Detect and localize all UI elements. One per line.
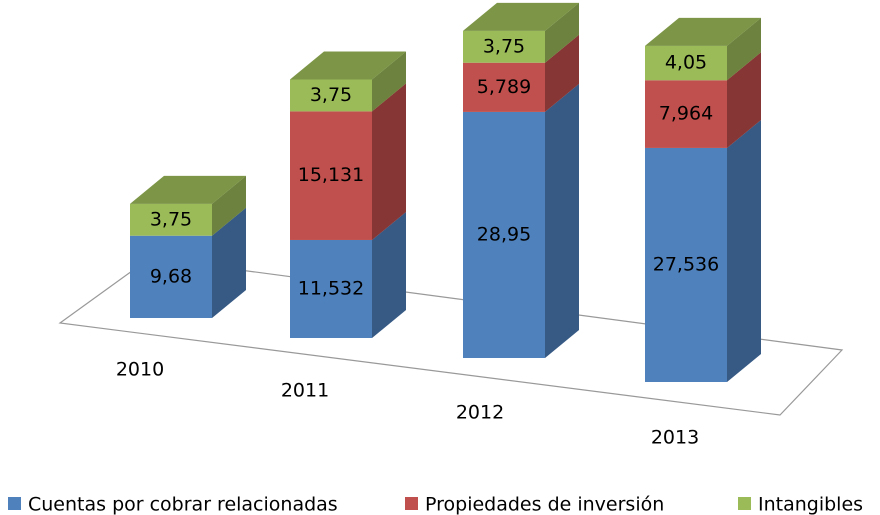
legend-label: Cuentas por cobrar relacionadas	[28, 494, 338, 515]
bar-top-shade	[290, 51, 406, 80]
bar-top-shade	[130, 175, 246, 204]
data-label: 9,68	[150, 265, 192, 287]
bar	[645, 147, 727, 382]
bar	[290, 111, 372, 240]
bar-top	[463, 2, 579, 31]
legend-swatch	[8, 497, 21, 510]
bar	[463, 111, 545, 358]
x-tick-label: 2013	[651, 427, 699, 449]
bar-side	[372, 83, 406, 240]
data-label: 28,95	[477, 223, 531, 245]
legend-label: Intangibles	[758, 494, 863, 515]
data-label: 5,789	[477, 76, 531, 98]
bar	[463, 62, 545, 112]
bar-side	[372, 51, 406, 112]
legend-swatch	[405, 497, 418, 510]
x-tick-label: 2010	[116, 359, 164, 381]
bar-side-shade	[372, 211, 406, 338]
bar-side	[372, 211, 406, 338]
bar-side	[727, 52, 761, 148]
bar	[645, 80, 727, 148]
bar	[290, 239, 372, 338]
x-tick-label: 2012	[456, 402, 504, 424]
bar-side	[545, 34, 579, 112]
data-label: 7,964	[659, 103, 713, 125]
bar-side-shade	[545, 83, 579, 359]
legend-swatch	[738, 497, 751, 510]
bar-side-shade	[727, 17, 761, 81]
bar-top	[130, 175, 246, 204]
legend-label: Propiedades de inversión	[425, 494, 664, 515]
bar	[290, 79, 372, 112]
x-tick-label: 2011	[281, 380, 329, 402]
data-label: 11,532	[298, 277, 364, 299]
floor	[58, 257, 844, 416]
data-label: 3,75	[150, 208, 192, 230]
bar-side	[212, 207, 246, 318]
data-label: 3,75	[310, 84, 352, 106]
bar-side-shade	[545, 34, 579, 112]
bar-side	[545, 83, 579, 359]
data-label: 15,131	[298, 164, 364, 186]
data-label: 4,05	[665, 52, 707, 74]
bar-side-shade	[212, 207, 246, 318]
bar-side	[212, 175, 246, 236]
bar	[130, 235, 212, 318]
bar	[463, 30, 545, 63]
bar-side-shade	[545, 2, 579, 63]
bar-side-shade	[372, 83, 406, 240]
data-label: 27,536	[653, 253, 719, 275]
bar-side-shade	[372, 51, 406, 112]
bar-top-shade	[463, 2, 579, 31]
bar-side-shade	[727, 119, 761, 382]
bar-side	[727, 119, 761, 382]
bar-side-shade	[727, 52, 761, 148]
bar-top-shade	[645, 17, 761, 46]
data-label: 3,75	[483, 35, 525, 57]
bar-side	[545, 2, 579, 63]
bar-top	[645, 17, 761, 46]
bar-side	[727, 17, 761, 81]
bar-side-shade	[212, 175, 246, 236]
bar	[130, 203, 212, 236]
bar	[645, 45, 727, 81]
bar-top	[290, 51, 406, 80]
